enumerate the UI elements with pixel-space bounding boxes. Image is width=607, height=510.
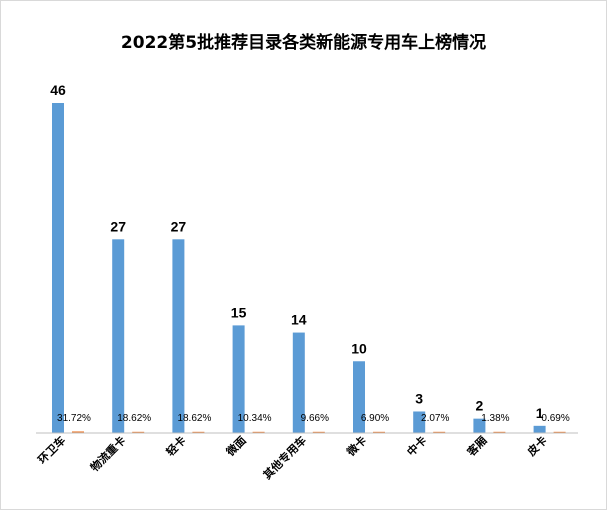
share-bar	[373, 431, 385, 433]
category-label: 物流重卡	[87, 433, 128, 474]
category-label: 轻卡	[163, 433, 188, 458]
count-bar	[533, 425, 546, 433]
category-label: 皮卡	[524, 433, 550, 459]
count-label: 10	[351, 340, 367, 356]
chart-title: 2022第5批推荐目录各类新能源专用车上榜情况	[120, 33, 487, 53]
count-bar	[112, 239, 125, 433]
category-label: 微面	[223, 433, 249, 459]
count-bar	[292, 332, 305, 433]
count-label: 46	[50, 82, 66, 98]
count-label: 2	[476, 398, 484, 414]
count-label: 27	[171, 218, 187, 234]
category-label: 环卫车	[35, 433, 68, 466]
share-bar	[433, 431, 446, 433]
count-bar	[353, 361, 365, 433]
share-label: 1.38%	[481, 413, 509, 424]
share-bar	[252, 431, 265, 433]
count-label: 14	[291, 312, 307, 328]
count-bar	[52, 103, 64, 433]
category-label: 中卡	[404, 433, 429, 458]
share-bar	[192, 431, 205, 433]
count-bar	[172, 239, 185, 433]
category-label: 微卡	[343, 433, 369, 459]
share-label: 6.90%	[361, 413, 389, 424]
count-label: 1	[536, 405, 544, 421]
share-label: 10.34%	[238, 413, 272, 424]
count-bar	[232, 325, 245, 433]
share-label: 9.66%	[301, 413, 329, 424]
share-bar	[312, 431, 325, 433]
category-label: 客厢	[463, 433, 489, 459]
share-label: 2.07%	[421, 413, 449, 424]
category-label: 其他专用车	[260, 433, 309, 482]
share-label: 18.62%	[177, 413, 211, 424]
share-bar	[493, 431, 506, 433]
count-label: 27	[110, 218, 126, 234]
share-label: 18.62%	[117, 413, 151, 424]
share-label: 0.69%	[541, 413, 569, 424]
count-label: 15	[231, 304, 247, 320]
count-bar	[473, 418, 486, 433]
share-label: 31.72%	[57, 413, 91, 424]
share-bar	[72, 431, 84, 433]
share-bar	[132, 431, 145, 433]
count-label: 3	[415, 390, 423, 406]
count-bar	[413, 411, 426, 433]
share-bar	[553, 431, 566, 433]
